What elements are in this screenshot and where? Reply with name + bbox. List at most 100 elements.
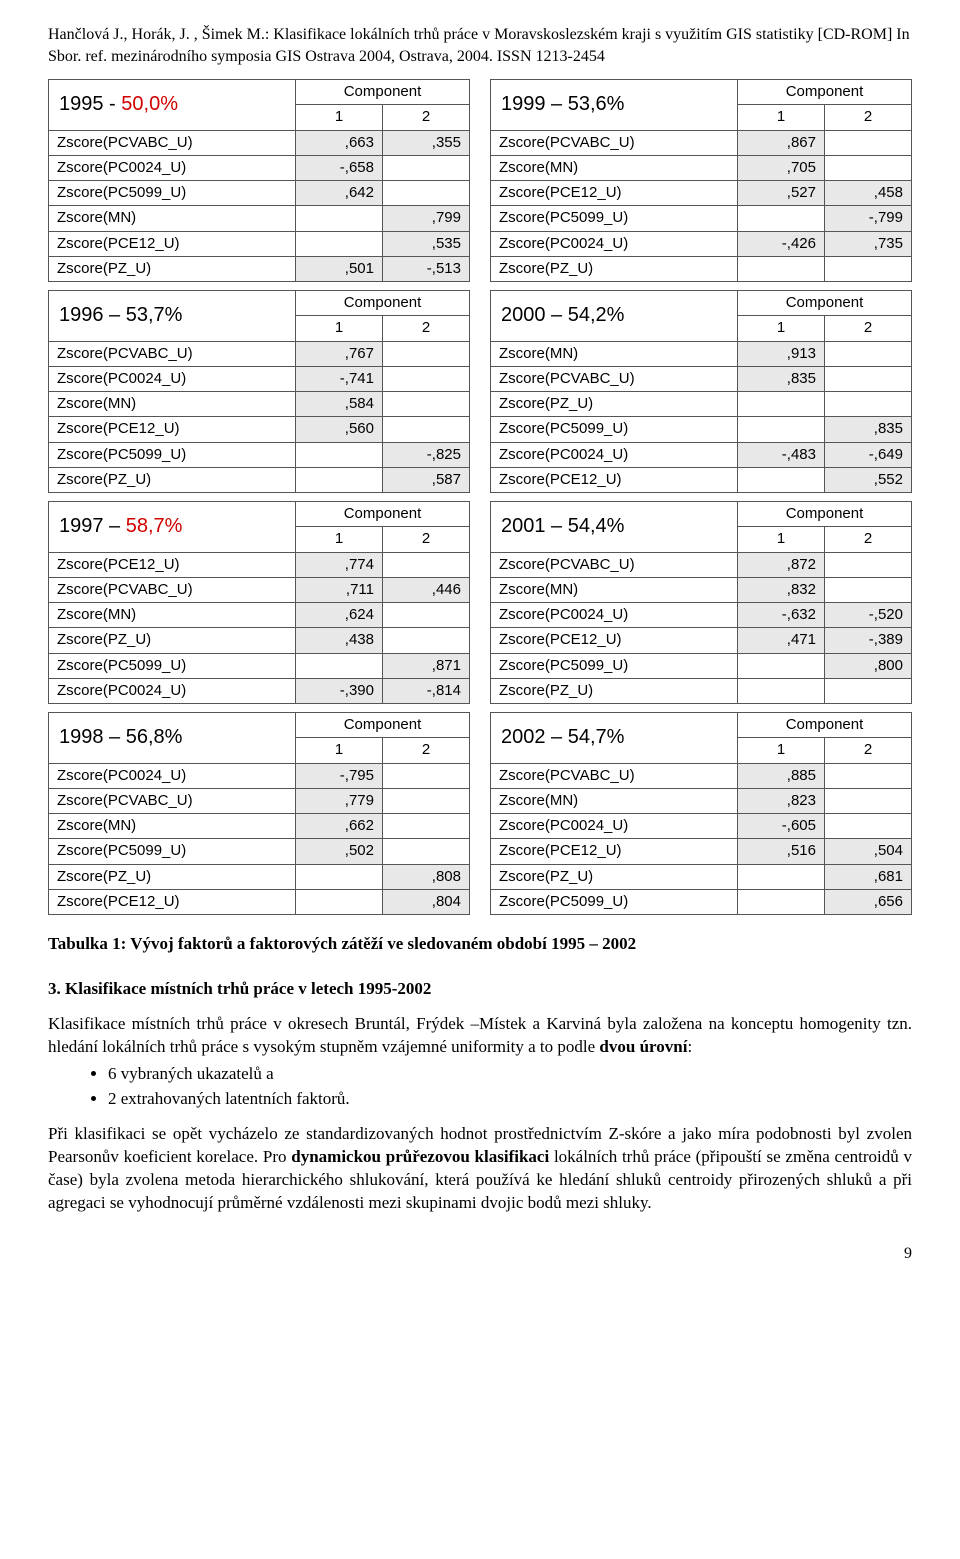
table-title: 1996 – 53,7% [49,291,296,342]
row-label: Zscore(PC0024_U) [49,366,296,391]
col-2-header: 2 [383,316,470,341]
value-cell: ,458 [825,181,912,206]
col-2-header: 2 [383,738,470,763]
value-cell: ,471 [738,628,825,653]
table-row: Zscore(PCE12_U),516,504 [491,839,912,864]
value-cell [383,155,470,180]
value-cell: ,767 [296,341,383,366]
row-label: Zscore(PC0024_U) [49,678,296,703]
value-cell: -,426 [738,231,825,256]
table-row: Zscore(MN),662 [49,814,470,839]
component-header: Component [738,713,912,738]
col-2-header: 2 [383,527,470,552]
value-cell: ,502 [296,839,383,864]
table-row: Zscore(PZ_U),501-,513 [49,256,470,281]
list-item: 6 vybraných ukazatelů a [108,1063,912,1086]
row-label: Zscore(PZ_U) [49,864,296,889]
table-row: Zscore(PZ_U) [491,256,912,281]
col-2-header: 2 [825,316,912,341]
value-cell: ,835 [825,417,912,442]
row-label: Zscore(PCE12_U) [491,181,738,206]
p1-text-a: Klasifikace místních trhů práce v okrese… [48,1014,912,1056]
section-heading: 3. Klasifikace místních trhů práce v let… [48,978,912,1001]
value-cell [825,552,912,577]
header-reference: Hančlová J., Horák, J. , Šimek M.: Klasi… [48,24,912,67]
value-cell: -,483 [738,442,825,467]
col-2-header: 2 [825,738,912,763]
table-row: Zscore(MN),832 [491,577,912,602]
value-cell: -,389 [825,628,912,653]
value-cell [825,341,912,366]
tables-grid: 1995 - 50,0%Component12Zscore(PCVABC_U),… [48,79,912,915]
row-label: Zscore(PC0024_U) [491,442,738,467]
row-label: Zscore(PC0024_U) [491,231,738,256]
paragraph-2: Při klasifikaci se opět vycházelo ze sta… [48,1123,912,1215]
table-row: Zscore(PCVABC_U),779 [49,788,470,813]
value-cell: -,741 [296,366,383,391]
row-label: Zscore(PCVABC_U) [49,788,296,813]
value-cell [383,392,470,417]
row-label: Zscore(PC0024_U) [49,155,296,180]
row-label: Zscore(MN) [491,577,738,602]
row-label: Zscore(MN) [49,603,296,628]
value-cell: ,681 [825,864,912,889]
table-row: Zscore(PC0024_U)-,605 [491,814,912,839]
component-table: 2001 – 54,4%Component12Zscore(PCVABC_U),… [490,501,912,704]
col-1-header: 1 [738,527,825,552]
value-cell: -,795 [296,763,383,788]
value-cell [383,628,470,653]
value-cell: ,779 [296,788,383,813]
table-row: Zscore(PCVABC_U),663,355 [49,130,470,155]
row-label: Zscore(PZ_U) [49,628,296,653]
table-row: Zscore(PCE12_U),560 [49,417,470,442]
component-table: 1999 – 53,6%Component12Zscore(PCVABC_U),… [490,79,912,282]
table-title: 1997 – 58,7% [49,502,296,553]
row-label: Zscore(PCVABC_U) [491,130,738,155]
table-row: Zscore(PCVABC_U),835 [491,366,912,391]
table-row: Zscore(PCE12_U),774 [49,552,470,577]
value-cell [296,864,383,889]
value-cell [738,653,825,678]
row-label: Zscore(PZ_U) [49,467,296,492]
value-cell [383,763,470,788]
row-label: Zscore(PCVABC_U) [491,763,738,788]
value-cell [738,467,825,492]
value-cell [383,839,470,864]
value-cell: ,663 [296,130,383,155]
value-cell: ,642 [296,181,383,206]
value-cell: ,624 [296,603,383,628]
value-cell: ,808 [383,864,470,889]
value-cell: ,656 [825,889,912,914]
value-cell: ,774 [296,552,383,577]
value-cell: ,872 [738,552,825,577]
value-cell [383,788,470,813]
table-row: Zscore(PC5099_U),642 [49,181,470,206]
value-cell: -,513 [383,256,470,281]
table-row: Zscore(PC0024_U)-,483-,649 [491,442,912,467]
value-cell: ,735 [825,231,912,256]
table-title: 1998 – 56,8% [49,713,296,764]
value-cell: ,535 [383,231,470,256]
component-header: Component [738,80,912,105]
value-cell: -,649 [825,442,912,467]
row-label: Zscore(PZ_U) [491,678,738,703]
row-label: Zscore(PC0024_U) [491,814,738,839]
row-label: Zscore(MN) [491,788,738,813]
row-label: Zscore(PCVABC_U) [49,341,296,366]
table-row: Zscore(PZ_U),681 [491,864,912,889]
table-row: Zscore(PZ_U),587 [49,467,470,492]
row-label: Zscore(PC5099_U) [49,181,296,206]
table-row: Zscore(MN),584 [49,392,470,417]
value-cell: ,871 [383,653,470,678]
value-cell: ,823 [738,788,825,813]
col-2-header: 2 [825,527,912,552]
table-row: Zscore(PC5099_U),800 [491,653,912,678]
value-cell [738,864,825,889]
row-label: Zscore(PC0024_U) [49,763,296,788]
value-cell [296,442,383,467]
value-cell: ,799 [383,206,470,231]
table-row: Zscore(PC0024_U)-,658 [49,155,470,180]
value-cell: ,584 [296,392,383,417]
value-cell: ,504 [825,839,912,864]
value-cell [296,889,383,914]
